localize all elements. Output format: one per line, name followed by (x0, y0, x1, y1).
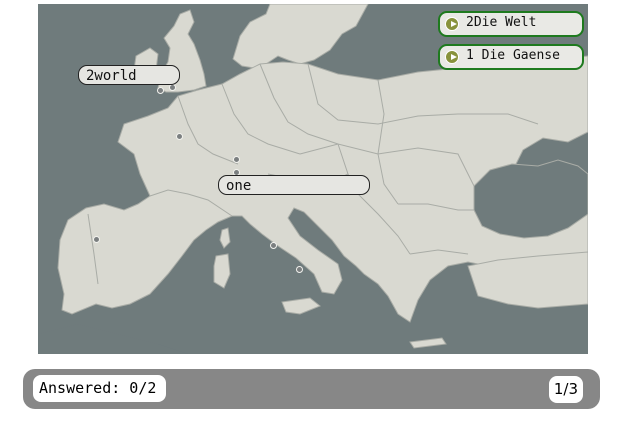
city-marker[interactable] (295, 265, 303, 273)
play-icon[interactable] (445, 50, 459, 64)
answer-option-label: 2Die Welt (466, 15, 537, 30)
city-marker[interactable] (156, 86, 164, 94)
city-marker[interactable] (269, 241, 277, 249)
answered-counter: Answered: 0/2 (33, 375, 167, 402)
city-marker[interactable] (92, 235, 100, 243)
answer-option-die-welt[interactable]: 2Die Welt (438, 11, 584, 37)
map-label-world[interactable]: 2world (78, 65, 180, 85)
play-icon[interactable] (445, 17, 459, 31)
city-marker[interactable] (232, 155, 240, 163)
page-indicator: 1/3 (548, 376, 583, 403)
map-label-one[interactable]: one (218, 175, 370, 195)
city-marker[interactable] (175, 132, 183, 140)
answer-option-die-gaense[interactable]: 1 Die Gaense (438, 44, 584, 70)
status-bar: Answered: 0/2 1/3 (23, 369, 600, 409)
answer-option-label: 1 Die Gaense (466, 48, 560, 63)
